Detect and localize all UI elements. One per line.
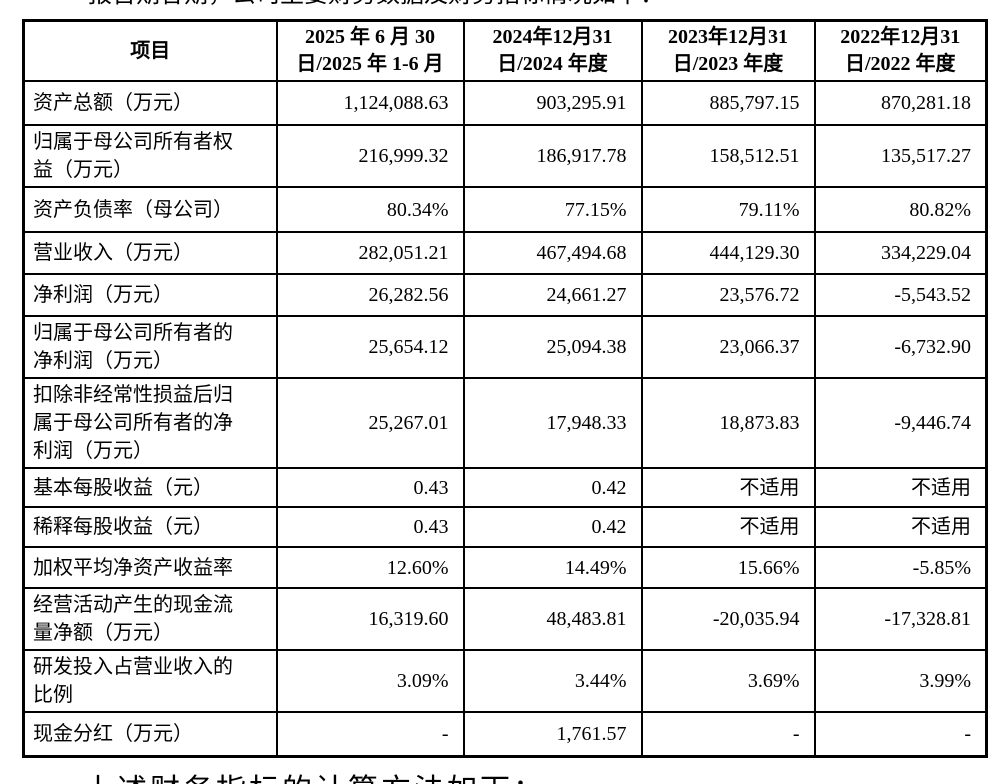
- value-cell: -5,543.52: [813, 273, 988, 317]
- value-cell: 24,661.27: [462, 273, 643, 317]
- row-label-cell: 营业收入（万元）: [22, 231, 278, 275]
- value-cell: 14.49%: [462, 546, 643, 589]
- value-cell: 903,295.91: [462, 80, 643, 126]
- table-row: 资产负债率（母公司） 80.34% 77.15% 79.11% 80.82%: [22, 186, 988, 233]
- value-cell: 282,051.21: [275, 231, 465, 275]
- table-row: 研发投入占营业收入的比例 3.09% 3.44% 3.69% 3.99%: [22, 649, 988, 713]
- value-cell: 885,797.15: [640, 80, 816, 126]
- value-cell: 79.11%: [640, 186, 816, 233]
- row-label-cell: 归属于母公司所有者权益（万元）: [22, 124, 278, 188]
- cropped-paragraph-top: 报告期各期，公司主要财务数据及财务指标情况如下：: [88, 0, 688, 10]
- value-cell: 334,229.04: [813, 231, 988, 275]
- table-header-row: 项目 2025 年 6 月 30 日/2025 年 1-6 月 2024年12月…: [22, 19, 988, 82]
- table-row: 稀释每股收益（元） 0.43 0.42 不适用 不适用: [22, 506, 988, 548]
- value-cell: 80.82%: [813, 186, 988, 233]
- row-label-cell: 稀释每股收益（元）: [22, 506, 278, 548]
- value-cell: 23,066.37: [640, 315, 816, 379]
- row-label-cell: 扣除非经常性损益后归属于母公司所有者的净利润（万元）: [22, 377, 278, 469]
- value-cell: 0.43: [275, 506, 465, 548]
- value-cell: -: [813, 711, 988, 757]
- table-row: 经营活动产生的现金流量净额（万元） 16,319.60 48,483.81 -2…: [22, 587, 988, 651]
- header-period-line1: 2025 年 6 月 30: [305, 26, 435, 48]
- value-cell: 25,654.12: [275, 315, 465, 379]
- value-cell: 25,267.01: [275, 377, 465, 469]
- table-row: 现金分红（万元） - 1,761.57 - -: [22, 711, 988, 757]
- value-cell: 1,761.57: [462, 711, 643, 757]
- row-label-cell: 现金分红（万元）: [22, 711, 278, 757]
- row-label-cell: 研发投入占营业收入的比例: [22, 649, 278, 713]
- value-cell: 870,281.18: [813, 80, 988, 126]
- header-period-cell-2022: 2022年12月31 日/2022 年度: [813, 19, 988, 82]
- value-cell: 26,282.56: [275, 273, 465, 317]
- table-row: 营业收入（万元） 282,051.21 467,494.68 444,129.3…: [22, 231, 988, 275]
- header-period-line2: 日/2025 年 1-6 月: [296, 53, 444, 75]
- value-cell: 25,094.38: [462, 315, 643, 379]
- value-cell: 80.34%: [275, 186, 465, 233]
- header-period-cell-2023: 2023年12月31 日/2023 年度: [640, 19, 816, 82]
- value-cell: 12.60%: [275, 546, 465, 589]
- header-period-line2: 日/2023 年度: [672, 53, 784, 75]
- value-cell: 77.15%: [462, 186, 643, 233]
- row-label-cell: 资产负债率（母公司）: [22, 186, 278, 233]
- value-cell: 23,576.72: [640, 273, 816, 317]
- table-row: 资产总额（万元） 1,124,088.63 903,295.91 885,797…: [22, 80, 988, 126]
- cropped-paragraph-bottom: 上述财务指标的计算方法如下：: [84, 771, 704, 784]
- value-cell: 444,129.30: [640, 231, 816, 275]
- row-label-cell: 加权平均净资产收益率: [22, 546, 278, 589]
- cropped-paragraph-top-text: 报告期各期，公司主要财务数据及财务指标情况如下：: [88, 0, 688, 9]
- row-label-cell: 基本每股收益（元）: [22, 467, 278, 508]
- value-cell: 0.42: [462, 506, 643, 548]
- value-cell: 3.69%: [640, 649, 816, 713]
- value-cell: 186,917.78: [462, 124, 643, 188]
- value-cell: 17,948.33: [462, 377, 643, 469]
- header-period-cell-2024: 2024年12月31 日/2024 年度: [462, 19, 643, 82]
- value-cell: -5.85%: [813, 546, 988, 589]
- value-cell: 467,494.68: [462, 231, 643, 275]
- value-cell: -: [640, 711, 816, 757]
- table-row: 归属于母公司所有者的净利润（万元） 25,654.12 25,094.38 23…: [22, 315, 988, 379]
- value-cell: 3.99%: [813, 649, 988, 713]
- value-cell: 3.09%: [275, 649, 465, 713]
- header-period-line1: 2022年12月31: [840, 26, 961, 48]
- value-cell: 135,517.27: [813, 124, 988, 188]
- value-cell: 不适用: [640, 506, 816, 548]
- value-cell: -20,035.94: [640, 587, 816, 651]
- row-label-cell: 归属于母公司所有者的净利润（万元）: [22, 315, 278, 379]
- value-cell: -6,732.90: [813, 315, 988, 379]
- value-cell: 48,483.81: [462, 587, 643, 651]
- value-cell: 0.43: [275, 467, 465, 508]
- value-cell: -17,328.81: [813, 587, 988, 651]
- value-cell: 158,512.51: [640, 124, 816, 188]
- value-cell: 0.42: [462, 467, 643, 508]
- value-cell: -: [275, 711, 465, 757]
- value-cell: 不适用: [640, 467, 816, 508]
- header-item-cell: 项目: [22, 19, 278, 82]
- table-row: 归属于母公司所有者权益（万元） 216,999.32 186,917.78 15…: [22, 124, 988, 188]
- table-row: 加权平均净资产收益率 12.60% 14.49% 15.66% -5.85%: [22, 546, 988, 589]
- header-period-line2: 日/2024 年度: [497, 53, 608, 75]
- table-row: 净利润（万元） 26,282.56 24,661.27 23,576.72 -5…: [22, 273, 988, 317]
- value-cell: 216,999.32: [275, 124, 465, 188]
- financial-summary-table: 项目 2025 年 6 月 30 日/2025 年 1-6 月 2024年12月…: [22, 19, 988, 758]
- value-cell: 18,873.83: [640, 377, 816, 469]
- header-period-cell-2025: 2025 年 6 月 30 日/2025 年 1-6 月: [275, 19, 465, 82]
- value-cell: 1,124,088.63: [275, 80, 465, 126]
- row-label-cell: 资产总额（万元）: [22, 80, 278, 126]
- cropped-paragraph-bottom-text: 上述财务指标的计算方法如下：: [84, 772, 704, 784]
- header-period-line1: 2024年12月31: [492, 26, 613, 48]
- table-row: 基本每股收益（元） 0.43 0.42 不适用 不适用: [22, 467, 988, 508]
- value-cell: 15.66%: [640, 546, 816, 589]
- row-label-cell: 净利润（万元）: [22, 273, 278, 317]
- value-cell: 3.44%: [462, 649, 643, 713]
- header-period-line2: 日/2022 年度: [844, 53, 956, 75]
- row-label-cell: 经营活动产生的现金流量净额（万元）: [22, 587, 278, 651]
- value-cell: -9,446.74: [813, 377, 988, 469]
- value-cell: 16,319.60: [275, 587, 465, 651]
- value-cell: 不适用: [813, 467, 988, 508]
- header-period-line1: 2023年12月31: [668, 26, 788, 48]
- table-row: 扣除非经常性损益后归属于母公司所有者的净利润（万元） 25,267.01 17,…: [22, 377, 988, 469]
- value-cell: 不适用: [813, 506, 988, 548]
